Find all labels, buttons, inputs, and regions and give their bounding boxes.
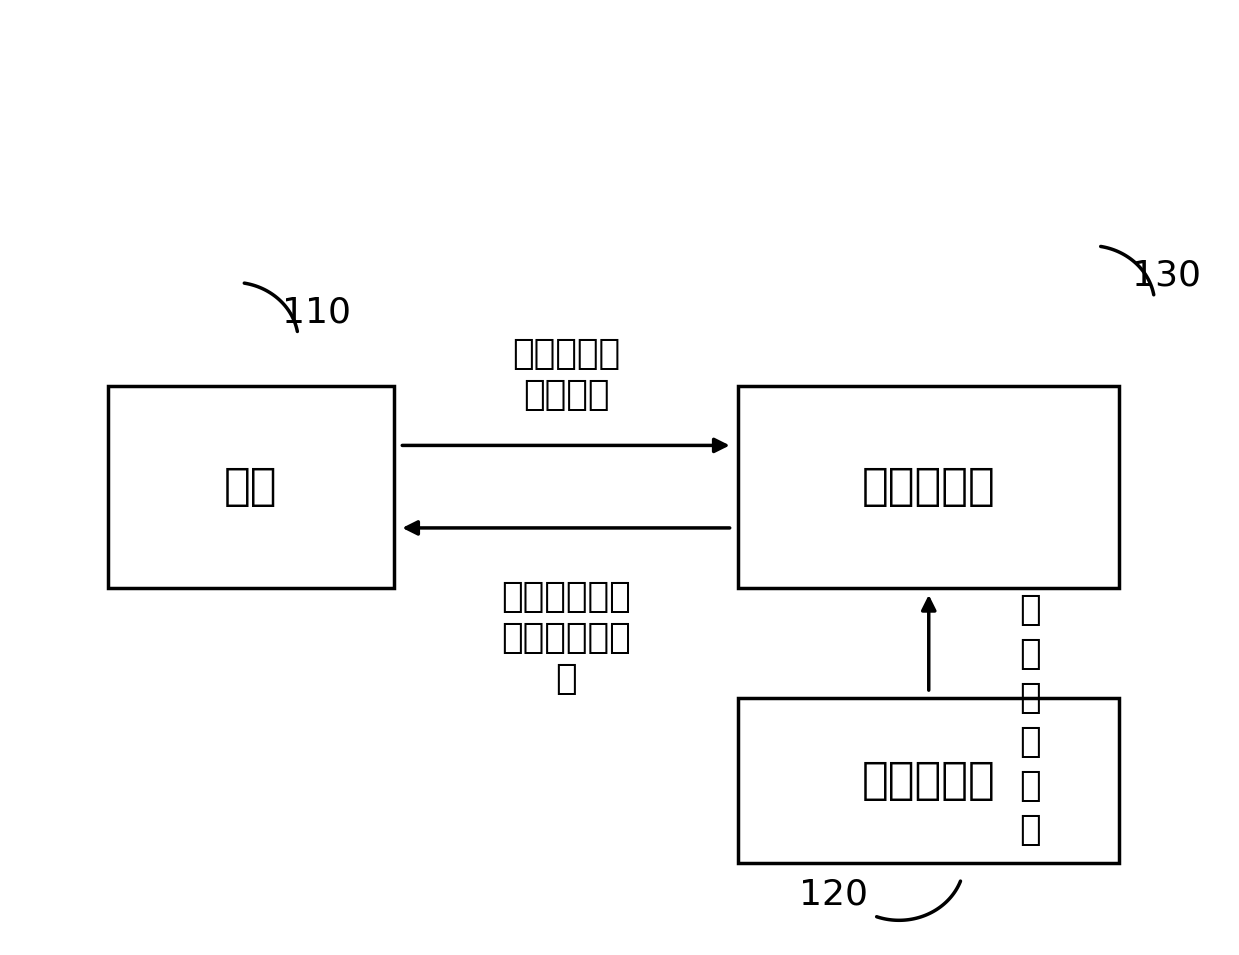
Text: 用户信息: 用户信息 [523,378,610,412]
Text: 车辆: 车辆 [224,465,278,508]
Bar [738,697,1119,862]
Text: 位: 位 [1018,726,1041,759]
Text: 110: 110 [281,295,351,329]
Text: 征: 征 [1018,814,1041,847]
Bar [108,386,394,587]
Text: 获取车辆的: 获取车辆的 [512,337,620,371]
Text: 发送目标停车: 发送目标停车 [501,580,631,614]
Bar [738,386,1119,587]
Text: 车: 车 [1018,682,1041,715]
Text: 取: 取 [1018,637,1041,671]
Text: 息: 息 [555,662,577,696]
Text: 获: 获 [1018,593,1041,627]
Text: 120: 120 [799,878,869,912]
Text: 130: 130 [1132,259,1201,293]
Text: 后台服务器: 后台服务器 [862,465,996,508]
Text: 空闲停车位: 空闲停车位 [862,758,996,801]
Text: 特: 特 [1018,770,1041,803]
Text: 位及其位置信: 位及其位置信 [501,621,631,655]
